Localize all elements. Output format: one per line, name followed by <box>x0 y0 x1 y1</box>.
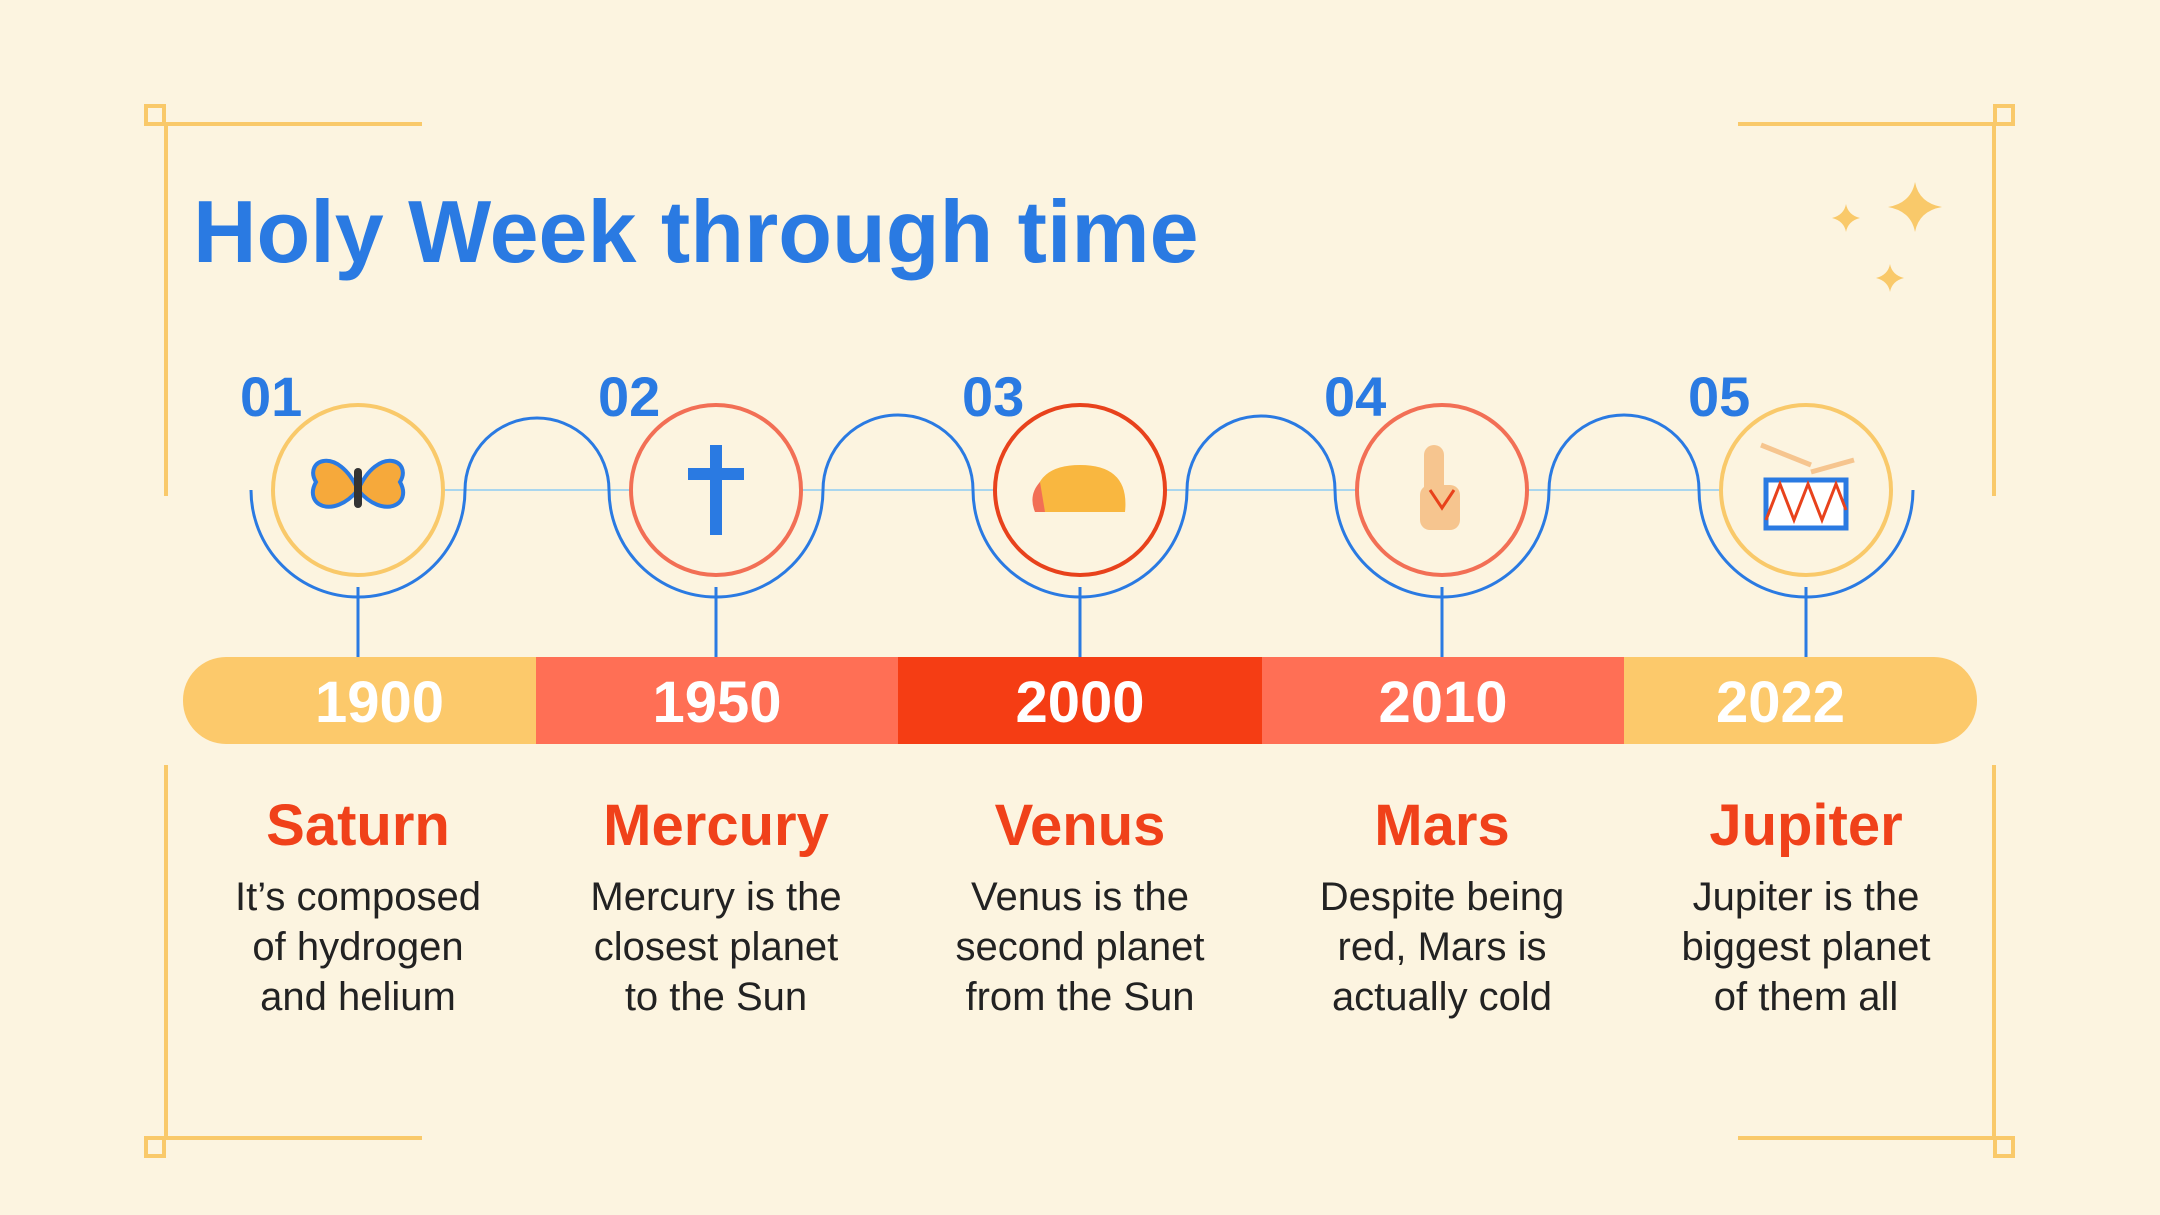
icon-butterfly-body <box>354 468 362 508</box>
item-description: actually cold <box>1332 975 1552 1019</box>
bar-segment <box>536 657 898 744</box>
step-number: 01 <box>240 365 302 428</box>
item-description: red, Mars is <box>1338 925 1547 969</box>
title: Holy Week through time <box>193 182 1199 281</box>
bar-segment <box>1262 657 1624 744</box>
item-description: biggest planet <box>1681 925 1930 969</box>
item-description: Mercury is the <box>590 875 841 919</box>
icon-cross <box>710 445 722 535</box>
frame-corner <box>1993 1136 2015 1158</box>
year: 2000 <box>1015 670 1144 735</box>
sparkle <box>1888 182 1942 232</box>
item-description: to the Sun <box>625 975 807 1019</box>
bar-segment <box>1624 657 1977 744</box>
item-description: from the Sun <box>965 975 1194 1019</box>
icon-drumstick <box>1760 442 1812 468</box>
step-number: 02 <box>598 365 660 428</box>
item-description: and helium <box>260 975 456 1019</box>
item-description: of them all <box>1714 975 1899 1019</box>
icons <box>310 442 1855 535</box>
item-name: Venus <box>995 793 1166 858</box>
year: 2010 <box>1378 670 1507 735</box>
bar-segment <box>183 657 536 744</box>
item-description: Despite being <box>1320 875 1565 919</box>
icon-drumstick <box>1810 457 1855 475</box>
step-number: 04 <box>1324 365 1386 428</box>
year: 1900 <box>315 670 444 735</box>
icon-bread-shadow <box>1032 482 1045 512</box>
sparkles <box>1832 182 1942 292</box>
step-number: 05 <box>1688 365 1750 428</box>
timeline-bar <box>183 657 1977 744</box>
frame-corner <box>144 1136 166 1158</box>
item-name: Saturn <box>266 793 450 858</box>
icon-bread <box>1034 465 1126 512</box>
frame-corner <box>1993 104 2015 126</box>
item-description: second planet <box>955 925 1204 969</box>
sparkle <box>1876 264 1904 292</box>
icon-drum-zigzag <box>1764 479 1848 525</box>
item-description: It’s composed <box>235 875 481 919</box>
sparkle <box>1832 204 1860 232</box>
frame-corner <box>144 104 166 126</box>
frame <box>144 104 2015 1158</box>
item-description: Venus is the <box>971 875 1189 919</box>
item-description: Jupiter is the <box>1693 875 1920 919</box>
step-number: 03 <box>962 365 1024 428</box>
item-description: of hydrogen <box>252 925 463 969</box>
item-name: Mars <box>1374 793 1509 858</box>
icon-rosary <box>1428 489 1456 511</box>
year: 1950 <box>652 670 781 735</box>
bar-segment <box>898 657 1262 744</box>
item-name: Mercury <box>603 793 829 858</box>
year: 2022 <box>1716 670 1845 735</box>
wave-line <box>249 413 1915 599</box>
item-description: closest planet <box>594 925 839 969</box>
item-name: Jupiter <box>1709 793 1902 858</box>
icon-cross <box>688 468 744 480</box>
